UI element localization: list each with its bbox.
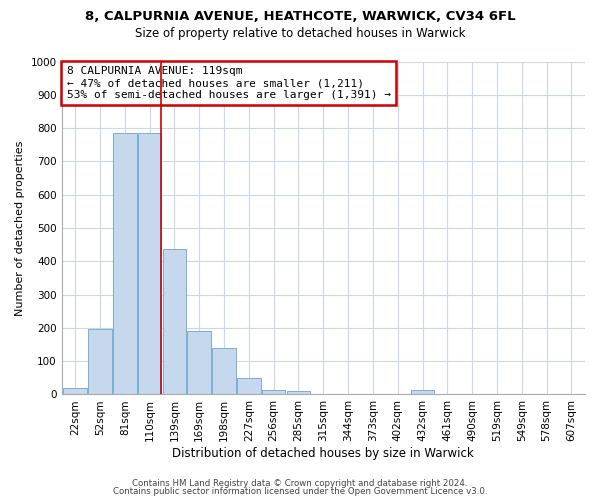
Bar [187,330,211,394]
Bar [411,390,434,394]
Y-axis label: Number of detached properties: Number of detached properties [15,140,25,316]
Bar [262,390,286,394]
Bar [88,329,112,394]
Bar [287,391,310,394]
Text: 8 CALPURNIA AVENUE: 119sqm
← 47% of detached houses are smaller (1,211)
53% of s: 8 CALPURNIA AVENUE: 119sqm ← 47% of deta… [67,66,391,100]
Bar [113,133,137,394]
Text: Size of property relative to detached houses in Warwick: Size of property relative to detached ho… [135,28,465,40]
Bar [237,378,260,394]
Text: Contains HM Land Registry data © Crown copyright and database right 2024.: Contains HM Land Registry data © Crown c… [132,478,468,488]
X-axis label: Distribution of detached houses by size in Warwick: Distribution of detached houses by size … [172,447,474,460]
Bar [138,133,161,394]
Bar [212,348,236,395]
Bar [64,388,87,394]
Bar [163,249,186,394]
Text: 8, CALPURNIA AVENUE, HEATHCOTE, WARWICK, CV34 6FL: 8, CALPURNIA AVENUE, HEATHCOTE, WARWICK,… [85,10,515,23]
Text: Contains public sector information licensed under the Open Government Licence v3: Contains public sector information licen… [113,487,487,496]
